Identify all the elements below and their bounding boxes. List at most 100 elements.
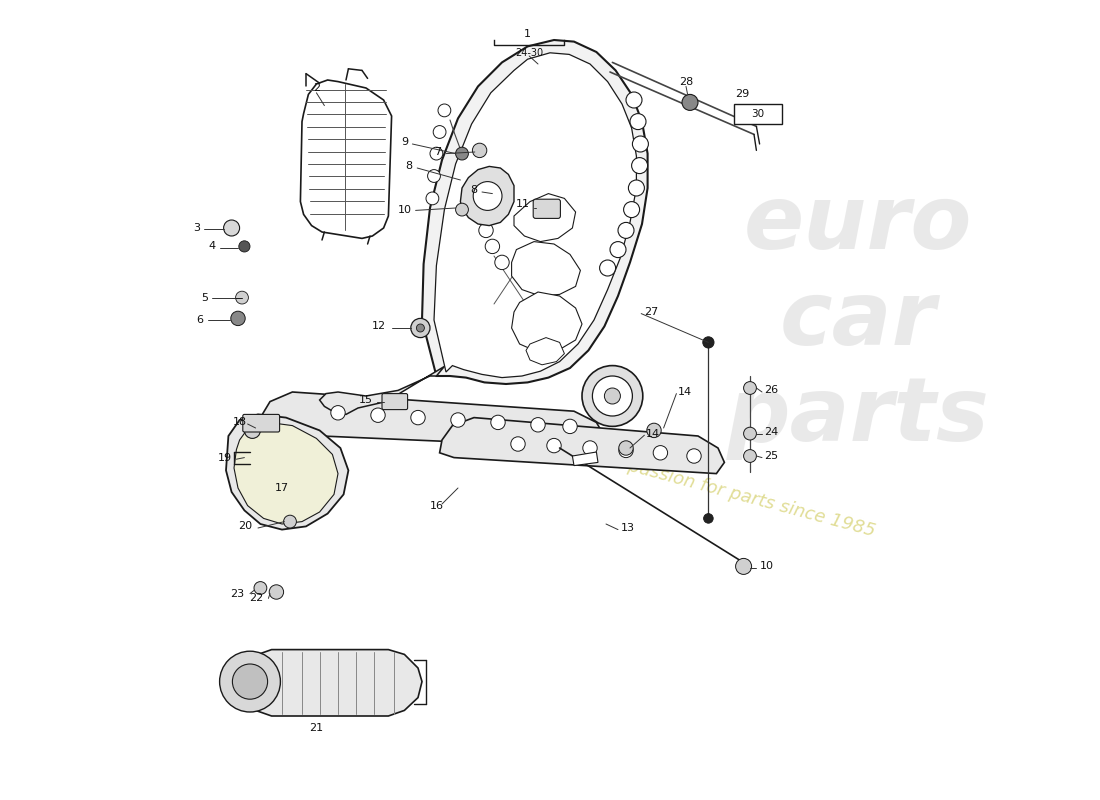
Circle shape <box>244 422 261 438</box>
Circle shape <box>744 450 757 462</box>
Circle shape <box>371 408 385 422</box>
Text: car: car <box>780 277 936 363</box>
Circle shape <box>593 376 632 416</box>
Text: 7: 7 <box>434 147 441 157</box>
Polygon shape <box>234 422 338 524</box>
Text: 9: 9 <box>400 138 408 147</box>
Circle shape <box>624 202 639 218</box>
FancyBboxPatch shape <box>382 394 408 410</box>
Circle shape <box>428 170 440 182</box>
Text: 24: 24 <box>764 427 779 437</box>
Polygon shape <box>300 80 392 238</box>
Polygon shape <box>526 338 564 365</box>
Circle shape <box>547 438 561 453</box>
Circle shape <box>626 92 642 108</box>
Polygon shape <box>252 392 604 448</box>
Circle shape <box>647 423 661 438</box>
Circle shape <box>496 191 510 206</box>
Circle shape <box>472 143 487 158</box>
Text: 29: 29 <box>735 90 749 99</box>
Polygon shape <box>440 418 725 474</box>
Text: 27: 27 <box>645 307 659 317</box>
FancyBboxPatch shape <box>243 414 279 432</box>
Circle shape <box>582 366 642 426</box>
Circle shape <box>430 147 443 160</box>
Polygon shape <box>588 376 637 418</box>
Circle shape <box>235 291 249 304</box>
Text: euro: euro <box>744 181 972 267</box>
Circle shape <box>495 255 509 270</box>
Circle shape <box>736 558 751 574</box>
Circle shape <box>563 419 578 434</box>
Text: parts: parts <box>727 373 989 459</box>
Circle shape <box>619 441 634 455</box>
Text: 26: 26 <box>764 386 779 395</box>
Circle shape <box>239 241 250 252</box>
Polygon shape <box>434 53 637 378</box>
Text: 28: 28 <box>679 77 693 86</box>
Text: 19: 19 <box>218 453 232 462</box>
Circle shape <box>631 158 648 174</box>
Circle shape <box>232 664 267 699</box>
Circle shape <box>531 418 546 432</box>
Polygon shape <box>422 40 648 384</box>
Text: 30: 30 <box>751 109 764 118</box>
Circle shape <box>433 126 446 138</box>
Polygon shape <box>514 194 575 242</box>
Text: 13: 13 <box>620 523 635 533</box>
Circle shape <box>686 449 701 463</box>
Circle shape <box>604 388 620 404</box>
Circle shape <box>478 223 493 238</box>
Circle shape <box>600 260 616 276</box>
Text: 8: 8 <box>406 162 412 171</box>
Circle shape <box>682 94 698 110</box>
Circle shape <box>451 413 465 427</box>
Circle shape <box>619 443 634 458</box>
Circle shape <box>223 220 240 236</box>
Circle shape <box>653 446 668 460</box>
Circle shape <box>632 136 648 152</box>
Text: 10: 10 <box>397 206 411 215</box>
Circle shape <box>284 515 296 528</box>
Text: 17: 17 <box>275 483 289 493</box>
Polygon shape <box>320 366 444 414</box>
Text: 2: 2 <box>312 83 320 93</box>
Circle shape <box>491 415 505 430</box>
Polygon shape <box>512 242 581 296</box>
Polygon shape <box>734 104 782 124</box>
Circle shape <box>455 203 469 216</box>
Text: 1: 1 <box>524 29 531 38</box>
Circle shape <box>438 104 451 117</box>
Circle shape <box>487 177 502 191</box>
Polygon shape <box>461 166 514 226</box>
Polygon shape <box>572 452 598 466</box>
Text: 21: 21 <box>309 723 323 733</box>
Text: 4: 4 <box>209 242 216 251</box>
Text: 8: 8 <box>471 186 477 195</box>
Polygon shape <box>512 292 582 352</box>
Text: 3: 3 <box>192 223 200 233</box>
Circle shape <box>410 410 426 425</box>
Circle shape <box>583 441 597 455</box>
Text: a passion for parts since 1985: a passion for parts since 1985 <box>610 452 877 540</box>
Text: 23: 23 <box>230 589 244 598</box>
Polygon shape <box>226 414 349 530</box>
Text: 24-30: 24-30 <box>515 48 543 58</box>
FancyBboxPatch shape <box>534 199 560 218</box>
Circle shape <box>485 239 499 254</box>
Text: 20: 20 <box>239 522 252 531</box>
Text: 14: 14 <box>646 429 660 438</box>
Text: 22: 22 <box>250 594 264 603</box>
Circle shape <box>270 585 284 599</box>
Text: 11: 11 <box>516 199 530 209</box>
Circle shape <box>628 180 645 196</box>
Circle shape <box>231 311 245 326</box>
Circle shape <box>744 382 757 394</box>
Text: 6: 6 <box>196 315 204 325</box>
Text: 5: 5 <box>201 293 208 302</box>
Text: 25: 25 <box>764 451 779 461</box>
Circle shape <box>410 318 430 338</box>
Circle shape <box>704 514 713 523</box>
Circle shape <box>417 324 425 332</box>
Circle shape <box>254 582 267 594</box>
